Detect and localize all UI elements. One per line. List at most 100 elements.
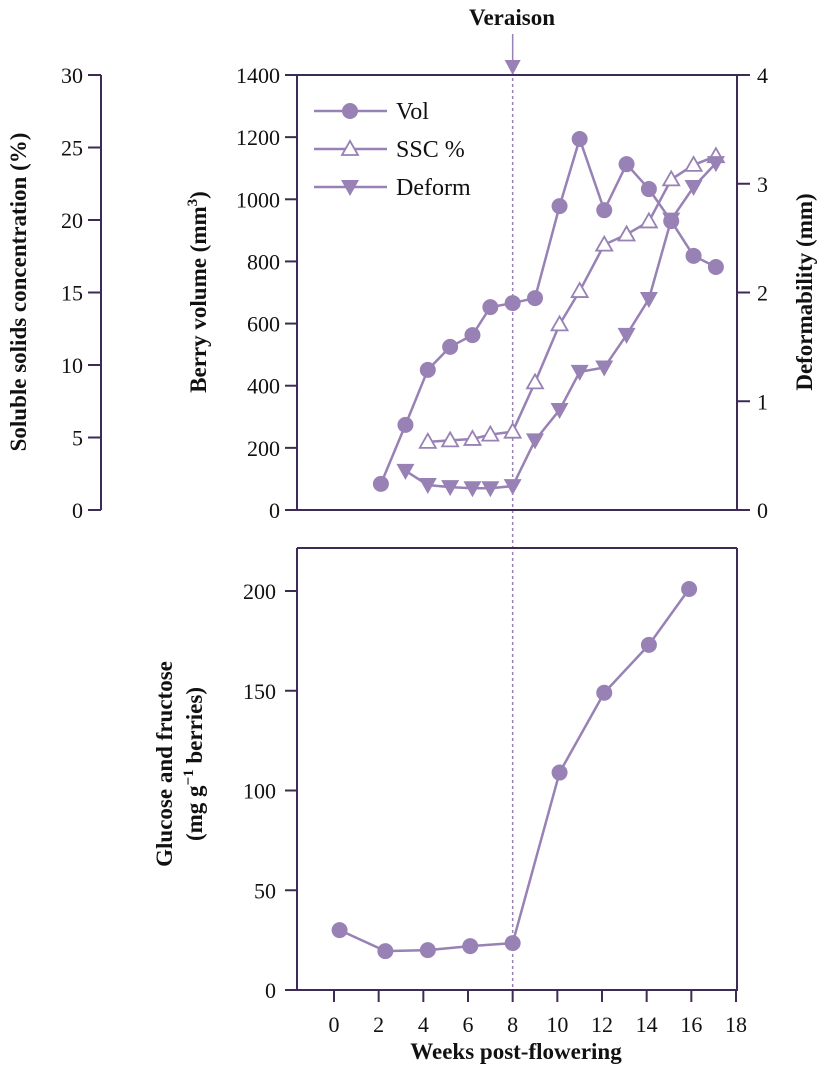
data-point-vol	[464, 327, 481, 344]
x-tick-label: 16	[680, 1012, 702, 1037]
data-point-vol	[372, 475, 389, 492]
data-point-ssc	[418, 432, 438, 449]
data-point-deform	[481, 481, 500, 498]
deformability-axis-title: Deformability (mm)	[792, 193, 817, 390]
series-line-glucose-fructose	[339, 588, 691, 953]
legend: Vol SSC % Deform	[314, 99, 471, 201]
x-tick-label: 18	[725, 1012, 747, 1037]
data-point-ssc	[503, 421, 523, 439]
data-point-deform	[662, 212, 681, 229]
top-series	[372, 131, 726, 498]
deformability-tick-label: 4	[757, 63, 768, 88]
data-point-deform	[503, 479, 522, 496]
x-tick-label: 4	[418, 1012, 429, 1037]
data-point-glucose-fructose	[377, 943, 394, 960]
bottom-series	[331, 581, 698, 960]
volume-axis-title-sup: 3	[185, 199, 201, 207]
ssc-tick-label: 30	[61, 63, 83, 88]
sugar-axis-title-line1: Glucose and fructose	[152, 661, 177, 867]
data-point-deform	[570, 364, 589, 381]
data-point-vol	[571, 131, 588, 148]
legend-marker-filled-triangle-down	[341, 180, 359, 196]
legend-marker-open-triangle-up	[340, 139, 360, 156]
data-point-ssc	[480, 424, 500, 442]
data-point-deform	[595, 360, 614, 377]
data-point-deform	[617, 327, 636, 344]
x-tick-label: 2	[373, 1012, 384, 1037]
deformability-tick-label: 3	[757, 172, 768, 197]
data-point-deform	[418, 477, 437, 494]
data-point-glucose-fructose	[596, 684, 613, 701]
sugar-tick-label: 150	[243, 679, 276, 704]
data-point-vol	[551, 198, 568, 215]
data-point-deform	[396, 463, 415, 480]
ssc-tick-label: 20	[61, 208, 83, 233]
data-point-vol	[527, 290, 543, 307]
data-point-vol	[397, 416, 414, 433]
sugar-tick-label: 50	[254, 878, 276, 903]
veraison-label: Veraison	[469, 5, 555, 30]
data-point-vol	[504, 295, 521, 312]
data-point-deform	[639, 292, 658, 309]
volume-axis: 0 200 400 600 800 1000 1200 1400	[236, 63, 297, 523]
bottom-panel-axes: 0 50 100 150 200 0 2 4 6 8 10 12 14 16 18	[243, 547, 747, 1037]
sugar-tick-label: 0	[265, 978, 276, 1003]
volume-axis-title: Berry volume (mm3)	[185, 191, 211, 393]
ssc-axis-title: Soluble solids concentration (%)	[6, 133, 31, 452]
volume-tick-label: 400	[247, 374, 280, 399]
ssc-tick-label: 5	[72, 426, 83, 451]
deformability-tick-label: 2	[757, 281, 768, 306]
data-point-glucose-fructose	[331, 922, 348, 939]
sugar-axis-title-post: berries)	[182, 687, 207, 769]
data-point-ssc	[440, 430, 460, 448]
legend-marker-filled-circle	[342, 103, 358, 119]
data-point-ssc	[594, 234, 614, 252]
data-point-ssc	[525, 372, 545, 390]
sugar-tick-label: 100	[243, 779, 276, 804]
x-tick-label: 8	[507, 1012, 518, 1037]
x-tick-label: 10	[546, 1012, 568, 1037]
volume-tick-label: 1400	[236, 63, 280, 88]
deformability-tick-label: 1	[757, 389, 768, 414]
data-point-deform	[550, 402, 569, 419]
data-point-vol	[596, 202, 613, 219]
sugar-axis-title-sup: −1	[181, 769, 197, 785]
legend-label: Deform	[396, 175, 471, 201]
volume-tick-label: 600	[247, 312, 280, 337]
ssc-axis: 0 5 10 15 20 25 30	[61, 63, 102, 523]
volume-axis-title-main: Berry volume (mm	[186, 206, 211, 393]
ssc-tick-label: 15	[61, 281, 83, 306]
top-panel-axes	[285, 74, 750, 511]
x-tick-label: 14	[636, 1012, 658, 1037]
data-point-ssc	[617, 224, 637, 242]
sugar-tick-label: 200	[243, 579, 276, 604]
data-point-ssc	[661, 169, 681, 187]
x-axis-title: Weeks post-flowering	[410, 1039, 622, 1064]
volume-axis-title-end: )	[186, 191, 211, 199]
data-point-deform	[706, 156, 725, 173]
legend-label: Vol	[396, 99, 429, 125]
volume-tick-label: 1200	[236, 125, 280, 150]
data-point-glucose-fructose	[419, 942, 436, 959]
x-tick-label: 12	[591, 1012, 613, 1037]
data-point-glucose-fructose	[551, 764, 568, 781]
data-point-deform	[526, 433, 544, 450]
ssc-tick-label: 25	[61, 136, 83, 161]
data-point-vol	[685, 247, 702, 264]
data-point-glucose-fructose	[504, 935, 521, 952]
sugar-axis-title-line2: (mg g−1 berries)	[181, 687, 207, 841]
ssc-tick-label: 0	[72, 498, 83, 523]
series-line-ssc	[427, 155, 717, 444]
data-point-vol	[618, 156, 635, 173]
data-point-glucose-fructose	[640, 636, 657, 653]
data-point-ssc	[550, 314, 570, 332]
data-point-vol	[640, 181, 657, 198]
data-point-ssc	[639, 211, 659, 229]
legend-label: SSC %	[396, 137, 465, 163]
series-line-vol	[379, 134, 717, 485]
data-point-glucose-fructose	[462, 938, 479, 955]
data-point-deform	[684, 180, 703, 197]
x-tick-label: 6	[463, 1012, 474, 1037]
data-point-vol	[442, 338, 459, 355]
